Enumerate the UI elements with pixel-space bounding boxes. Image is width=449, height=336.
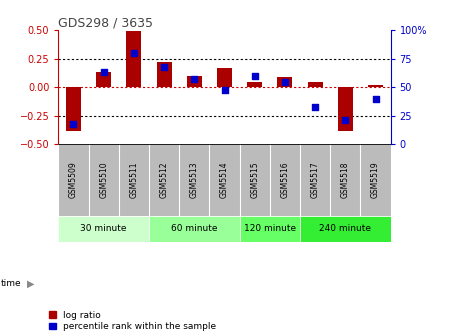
Bar: [157, 62, 172, 87]
Text: GSM5516: GSM5516: [281, 162, 290, 198]
Text: GSM5511: GSM5511: [129, 162, 138, 198]
Text: GSM5514: GSM5514: [220, 162, 229, 198]
Point: [160, 64, 167, 70]
Text: GSM5512: GSM5512: [159, 162, 168, 198]
Point: [130, 50, 137, 56]
Bar: [66, 87, 81, 131]
Bar: [247, 82, 262, 87]
Point: [251, 73, 258, 79]
Bar: [217, 68, 232, 87]
Point: [282, 79, 289, 84]
Text: GSM5510: GSM5510: [99, 162, 108, 198]
Legend: log ratio, percentile rank within the sample: log ratio, percentile rank within the sa…: [49, 311, 216, 332]
Text: 240 minute: 240 minute: [319, 224, 371, 234]
Bar: [308, 82, 323, 87]
Text: 60 minute: 60 minute: [171, 224, 218, 234]
Text: GSM5519: GSM5519: [371, 162, 380, 198]
Text: time: time: [0, 280, 21, 288]
Point: [70, 121, 77, 126]
Bar: [149, 216, 240, 242]
Point: [100, 70, 107, 75]
Point: [191, 77, 198, 82]
Bar: [368, 85, 383, 87]
Bar: [300, 216, 391, 242]
Text: GSM5513: GSM5513: [190, 162, 199, 198]
Bar: [58, 216, 149, 242]
Text: GDS298 / 3635: GDS298 / 3635: [58, 16, 154, 29]
Text: GSM5517: GSM5517: [311, 162, 320, 198]
Text: 30 minute: 30 minute: [80, 224, 127, 234]
Text: 120 minute: 120 minute: [244, 224, 296, 234]
Bar: [126, 31, 141, 87]
Bar: [240, 216, 300, 242]
Text: GSM5518: GSM5518: [341, 162, 350, 198]
Point: [372, 96, 379, 101]
Bar: [277, 77, 292, 87]
Text: ▶: ▶: [26, 279, 34, 289]
Bar: [187, 76, 202, 87]
Point: [312, 104, 319, 109]
Text: GSM5509: GSM5509: [69, 162, 78, 199]
Point: [342, 118, 349, 123]
Point: [221, 87, 228, 92]
Bar: [338, 87, 353, 131]
Text: GSM5515: GSM5515: [250, 162, 259, 198]
Bar: [96, 73, 111, 87]
